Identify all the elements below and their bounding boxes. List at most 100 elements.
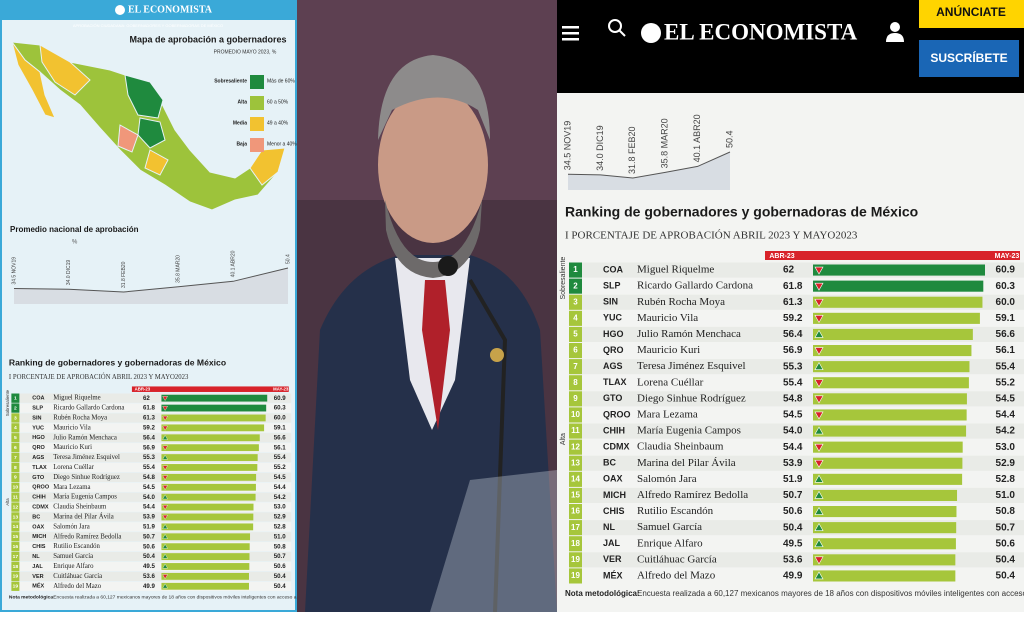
approval-bar: [813, 361, 970, 373]
approval-bar: [813, 393, 967, 405]
rank-cell: [569, 359, 582, 375]
approval-apr: 51.9: [143, 524, 156, 531]
user-body: [886, 33, 904, 42]
legend-range: Menor a 40%: [267, 141, 297, 147]
rank-cell: [569, 294, 582, 310]
approval-may: 54.4: [274, 484, 287, 491]
row-band: [11, 522, 292, 532]
approval-may: 56.6: [996, 329, 1016, 340]
approval-apr: 54.4: [783, 442, 803, 453]
national-chart: 34.5 NOV19 34.0 DIC19 31.8 FEB20 35.8 MAR20…: [11, 250, 291, 304]
rank: 7: [573, 362, 578, 371]
rank-cell: [569, 262, 582, 278]
governor-name: Rubén Rocha Moya: [53, 415, 107, 422]
approval-bar: [813, 522, 957, 534]
trend-down: [814, 443, 824, 452]
approval-bar: [813, 538, 956, 550]
approval-may: 60.0: [996, 297, 1016, 308]
approval-apr: 56.9: [143, 444, 156, 451]
rank: 14: [571, 474, 580, 483]
rank-cell: [11, 443, 20, 453]
approval-bar: [813, 409, 967, 421]
row-band: [11, 413, 292, 423]
subscribe-label[interactable]: SUSCRÍBETE: [930, 50, 1007, 65]
timeline-label: 40.1 ABR20: [231, 250, 237, 277]
approval-apr: 54.0: [143, 494, 156, 501]
approval-may: 50.7: [996, 522, 1016, 533]
rank-cell: [569, 487, 582, 503]
approval-bar: [161, 454, 258, 461]
approval-apr: 50.7: [143, 533, 156, 540]
approval-apr: 50.4: [143, 553, 156, 560]
note: Encuesta realizada a 60,127 mexicanos ma…: [53, 595, 316, 601]
approval-may: 50.8: [996, 506, 1016, 517]
state-code: MICH: [32, 534, 46, 540]
trend-up: [814, 474, 824, 483]
rank: 13: [13, 514, 19, 520]
approval-apr: 50.6: [143, 543, 156, 550]
approval-apr: 54.8: [143, 474, 156, 481]
menu-icon[interactable]: [562, 26, 579, 41]
advertise-label[interactable]: ANÚNCIATE: [936, 4, 1006, 19]
approval-may: 60.3: [996, 281, 1016, 292]
search-icon[interactable]: [608, 19, 626, 37]
left-header: [0, 0, 297, 20]
timeline-label: 35.8 MAR20: [176, 255, 182, 283]
approval-apr: 61.8: [783, 281, 803, 292]
rank-cell: [11, 542, 20, 552]
governor-name: Ricardo Gallardo Cardona: [53, 405, 124, 412]
timeline-label: 31.8 FEB20: [627, 126, 637, 174]
approval-may: 52.9: [274, 514, 287, 521]
rank: 17: [13, 554, 19, 560]
governor-name: Teresa Jiménez Esquivel: [53, 454, 120, 461]
map-slp: [137, 117, 166, 149]
rank-cell: [11, 393, 20, 403]
timeline-label: 50.4: [724, 130, 734, 148]
left-brand: EL ECONOMISTA: [128, 4, 213, 15]
state-code: YUC: [32, 425, 44, 431]
approval-apr: 53.9: [143, 514, 156, 521]
site-brand[interactable]: EL ECONOMISTA: [664, 19, 858, 44]
governor-name: Claudia Sheinbaum: [53, 504, 107, 511]
rank: 10: [13, 485, 19, 491]
approval-apr: 49.5: [783, 538, 803, 549]
rank-cell: [11, 403, 20, 413]
approval-may: 55.2: [996, 377, 1016, 388]
approval-bar: [813, 312, 980, 324]
approval-may: 60.9: [996, 265, 1016, 276]
user-icon[interactable]: [886, 22, 904, 42]
advertise-button[interactable]: [919, 0, 1024, 28]
timeline-line: [13, 267, 289, 293]
row-band: [11, 542, 292, 552]
governor-name: Miguel Riquelme: [637, 264, 714, 276]
menu-bar: [562, 38, 579, 41]
approval-may: 50.4: [274, 573, 287, 580]
subscribe-button[interactable]: [919, 40, 1019, 77]
approval-may: 59.1: [274, 424, 287, 431]
rank-cell: [569, 520, 582, 536]
approval-apr: 50.4: [783, 522, 803, 533]
governor-name: Claudia Sheinbaum: [637, 441, 724, 453]
rank: 10: [571, 410, 580, 419]
row-band: [11, 492, 292, 502]
rank-cell: [569, 343, 582, 359]
approval-apr: 55.4: [143, 464, 156, 471]
podium: [430, 470, 557, 612]
row-band: [11, 571, 292, 582]
governor-name: Lorena Cuéllar: [637, 376, 704, 388]
row-band: [11, 502, 292, 512]
approval-may: 54.2: [274, 494, 287, 501]
row-band: [11, 393, 292, 403]
trend-up: [814, 506, 824, 515]
rank-cell: [11, 532, 20, 542]
column-may: MAY-23: [273, 387, 289, 392]
approval-bar: [161, 464, 258, 471]
governor-name: Rutilio Escandón: [53, 543, 100, 550]
approval-may: 50.8: [274, 543, 287, 550]
row-band: [11, 512, 292, 522]
approval-may: 54.4: [996, 410, 1016, 421]
approval-may: 60.0: [274, 415, 287, 422]
trend-down: [814, 411, 824, 420]
rank: 15: [571, 491, 580, 500]
state-code: CHIH: [32, 495, 45, 501]
